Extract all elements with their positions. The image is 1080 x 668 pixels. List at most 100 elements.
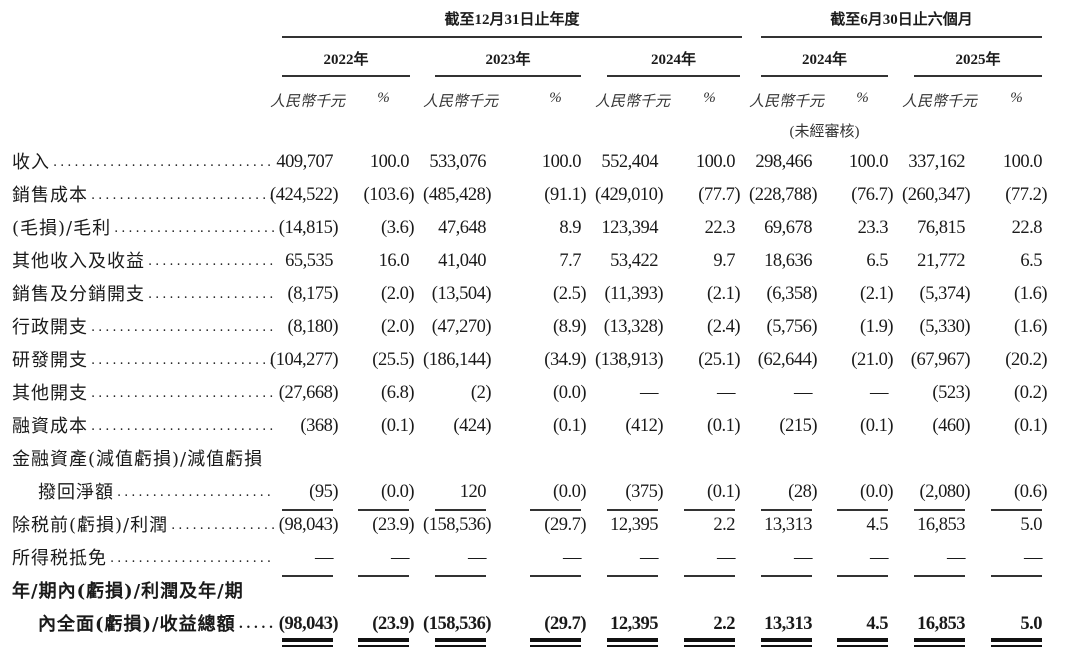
- percent-cell: (1.6): [1014, 284, 1047, 304]
- percent-cell: 7.7: [559, 251, 581, 271]
- header-year: 2024年: [801, 52, 847, 68]
- percent-cell: 6.5: [866, 251, 888, 271]
- percent-cell: —: [391, 548, 410, 568]
- unit-percent: %: [1010, 90, 1023, 106]
- amount-cell: 41,040: [438, 251, 486, 271]
- amount-cell: —: [640, 548, 659, 568]
- row-label: 研發開支....................................…: [12, 344, 274, 377]
- double-underline: [435, 638, 486, 642]
- percent-cell: (8.9): [553, 317, 586, 337]
- dot-leader: ........................................…: [91, 353, 274, 368]
- underline: [530, 575, 581, 577]
- dot-leader: ........................................…: [148, 254, 274, 269]
- table-row: 銷售及分銷開支.................................…: [0, 278, 1080, 311]
- row-label-text: 行政開支: [12, 317, 88, 338]
- percent-cell: (103.6): [363, 185, 415, 205]
- amount-cell: (11,393): [604, 284, 663, 304]
- double-underline: [530, 645, 581, 647]
- percent-cell: (23.9): [372, 614, 414, 634]
- row-label-text: 內全面(虧損)/收益總額: [38, 614, 236, 635]
- percent-cell: (0.1): [1014, 416, 1047, 436]
- percent-cell: (0.1): [553, 416, 586, 436]
- table-row: 其他開支....................................…: [0, 377, 1080, 410]
- amount-cell: (5,756): [766, 317, 818, 337]
- percent-cell: (77.2): [1005, 185, 1047, 205]
- percent-cell: 9.7: [713, 251, 735, 271]
- amount-cell: (228,788): [749, 185, 817, 205]
- divider: [282, 36, 742, 38]
- percent-cell: (21.0): [851, 350, 893, 370]
- divider: [914, 75, 1042, 77]
- unit-percent: %: [856, 90, 869, 106]
- divider: [435, 75, 581, 77]
- amount-cell: 18,636: [764, 251, 812, 271]
- row-label: 其他開支....................................…: [12, 377, 274, 410]
- amount-cell: 13,313: [764, 614, 812, 634]
- percent-cell: (0.0): [553, 383, 586, 403]
- amount-cell: (27,668): [278, 383, 339, 403]
- unit-percent: %: [703, 90, 716, 106]
- amount-cell: —: [794, 383, 813, 403]
- dot-leader: ........................................…: [91, 188, 274, 203]
- double-underline: [837, 638, 888, 642]
- unit-amount: 人民幣千元: [594, 94, 670, 110]
- double-underline: [282, 645, 333, 647]
- amount-cell: (98,043): [278, 614, 339, 634]
- underline: [914, 575, 965, 577]
- percent-cell: 22.8: [1011, 218, 1043, 238]
- row-label: 內全面(虧損)/收益總額............................…: [12, 608, 274, 641]
- header-year: 2022年: [323, 52, 369, 68]
- amount-cell: (485,428): [423, 185, 491, 205]
- percent-cell: (2.0): [381, 284, 414, 304]
- amount-cell: —: [468, 548, 487, 568]
- amount-cell: (13,328): [603, 317, 664, 337]
- row-label: 金融資產(減值虧損)/減值虧損: [12, 449, 264, 470]
- amount-cell: 337,162: [908, 152, 965, 172]
- row-label: 其他收入及收益.................................…: [12, 245, 274, 278]
- amount-cell: (460): [932, 416, 970, 436]
- amount-cell: 120: [459, 482, 487, 502]
- percent-cell: (29.7): [544, 614, 586, 634]
- amount-cell: 21,772: [917, 251, 965, 271]
- underline: [914, 509, 965, 511]
- amount-cell: (67,967): [910, 350, 971, 370]
- underline: [991, 509, 1042, 511]
- double-underline: [684, 645, 735, 647]
- percent-cell: (3.6): [381, 218, 414, 238]
- amount-cell: (95): [309, 482, 338, 502]
- percent-cell: (29.7): [544, 515, 586, 535]
- amount-cell: (138,913): [595, 350, 663, 370]
- underline: [530, 509, 581, 511]
- amount-cell: 552,404: [601, 152, 658, 172]
- header-year: 2023年: [485, 52, 531, 68]
- percent-cell: (0.6): [1014, 482, 1047, 502]
- table-row: 行政開支....................................…: [0, 311, 1080, 344]
- amount-cell: (28): [788, 482, 817, 502]
- percent-cell: (77.7): [698, 185, 740, 205]
- percent-cell: (76.7): [851, 185, 893, 205]
- percent-cell: (23.9): [372, 515, 414, 535]
- table-row: 撥回淨額....................................…: [0, 476, 1080, 509]
- double-underline: [914, 645, 965, 647]
- amount-cell: (375): [625, 482, 663, 502]
- double-underline: [607, 645, 658, 647]
- table-row: 銷售成本....................................…: [0, 179, 1080, 212]
- double-underline: [914, 638, 965, 642]
- underline: [684, 509, 735, 511]
- amount-cell: (2,080): [919, 482, 971, 502]
- underline: [991, 575, 1042, 577]
- amount-cell: (8,180): [287, 317, 339, 337]
- percent-cell: (0.0): [860, 482, 893, 502]
- amount-cell: (158,536): [423, 614, 491, 634]
- divider: [282, 75, 410, 77]
- percent-cell: 5.0: [1020, 614, 1042, 634]
- amount-cell: 298,466: [755, 152, 812, 172]
- underline: [435, 509, 486, 511]
- double-underline: [530, 638, 581, 642]
- unit-amount: 人民幣千元: [422, 94, 498, 110]
- amount-cell: (186,144): [423, 350, 491, 370]
- amount-cell: (5,374): [919, 284, 971, 304]
- percent-cell: —: [870, 548, 889, 568]
- row-label-text: 收入: [12, 152, 50, 173]
- row-label-text: 其他收入及收益: [12, 251, 145, 272]
